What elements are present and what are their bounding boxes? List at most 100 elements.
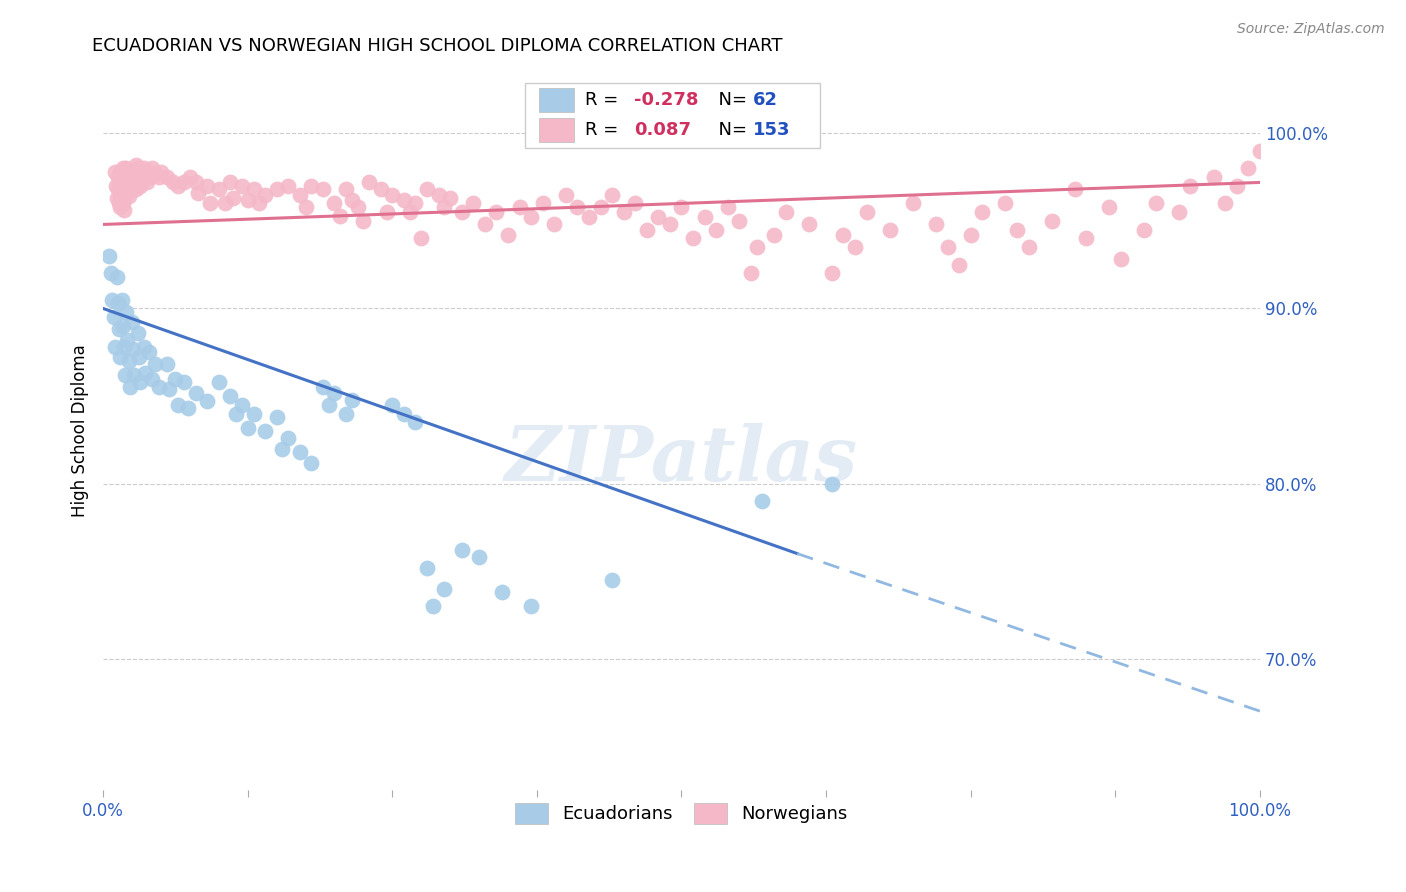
FancyBboxPatch shape xyxy=(526,83,820,147)
Point xyxy=(114,170,136,185)
Point xyxy=(578,211,600,225)
Point xyxy=(554,187,576,202)
Point xyxy=(198,196,221,211)
Point xyxy=(404,196,426,211)
Point xyxy=(136,176,159,190)
Point xyxy=(138,170,160,185)
Point xyxy=(600,573,623,587)
Point xyxy=(1063,182,1085,196)
Point xyxy=(107,296,129,310)
Point xyxy=(120,180,142,194)
Point xyxy=(277,178,299,193)
Point xyxy=(114,180,136,194)
Point xyxy=(959,227,981,242)
Point xyxy=(115,305,138,319)
Point xyxy=(1144,196,1167,211)
Point xyxy=(427,187,450,202)
Point xyxy=(179,170,201,185)
Point xyxy=(416,182,439,196)
Point xyxy=(1098,200,1121,214)
Point xyxy=(156,170,179,185)
Point xyxy=(122,176,145,190)
Text: N=: N= xyxy=(707,121,747,139)
Point xyxy=(439,191,461,205)
Point xyxy=(143,167,166,181)
Point xyxy=(120,170,142,185)
Point xyxy=(312,182,335,196)
Point xyxy=(1226,178,1249,193)
Point xyxy=(1213,196,1236,211)
Point xyxy=(112,191,135,205)
Point xyxy=(392,193,415,207)
Point xyxy=(613,205,636,219)
Point xyxy=(141,371,163,385)
Point xyxy=(450,543,472,558)
Point xyxy=(208,182,231,196)
Point xyxy=(288,445,311,459)
Point xyxy=(236,193,259,207)
Point xyxy=(624,196,647,211)
Point xyxy=(111,182,134,196)
Point xyxy=(329,209,352,223)
Point xyxy=(111,318,134,333)
Point xyxy=(221,191,243,205)
FancyBboxPatch shape xyxy=(540,88,574,112)
Point xyxy=(176,401,198,416)
Legend: Ecuadorians, Norwegians: Ecuadorians, Norwegians xyxy=(505,792,859,835)
Point xyxy=(468,550,491,565)
Point xyxy=(129,178,152,193)
Point xyxy=(745,240,768,254)
Point xyxy=(173,375,195,389)
Point xyxy=(288,187,311,202)
Text: 153: 153 xyxy=(754,121,790,139)
Point xyxy=(112,340,135,354)
Point xyxy=(110,176,132,190)
Point xyxy=(112,178,135,193)
Point xyxy=(925,218,948,232)
Point xyxy=(994,196,1017,211)
Point xyxy=(134,366,156,380)
Point xyxy=(108,196,131,211)
Point xyxy=(775,205,797,219)
Point xyxy=(318,398,340,412)
Point xyxy=(543,218,565,232)
Point xyxy=(1133,223,1156,237)
Point xyxy=(167,398,190,412)
Point xyxy=(127,174,149,188)
Point xyxy=(108,322,131,336)
Point xyxy=(149,165,172,179)
Point xyxy=(117,354,139,368)
Point xyxy=(832,227,855,242)
Point xyxy=(143,358,166,372)
Point xyxy=(231,178,253,193)
Point xyxy=(1005,223,1028,237)
Point xyxy=(404,415,426,429)
Point xyxy=(124,158,146,172)
Point xyxy=(520,599,543,613)
Point xyxy=(948,258,970,272)
Point xyxy=(132,340,155,354)
Point xyxy=(247,196,270,211)
Point xyxy=(157,382,180,396)
Point xyxy=(463,196,485,211)
Point xyxy=(162,176,184,190)
Point xyxy=(1249,144,1271,158)
Point xyxy=(411,231,433,245)
Point xyxy=(118,380,141,394)
Point xyxy=(104,340,127,354)
Point xyxy=(214,196,236,211)
Point xyxy=(187,186,209,200)
Point xyxy=(936,240,959,254)
Point xyxy=(114,368,136,382)
Point xyxy=(636,223,658,237)
Point xyxy=(600,187,623,202)
Point xyxy=(647,211,669,225)
Text: ZIPatlas: ZIPatlas xyxy=(505,423,858,497)
Point xyxy=(236,420,259,434)
Point xyxy=(167,178,190,193)
Point xyxy=(112,203,135,218)
Point xyxy=(100,267,122,281)
Point xyxy=(359,176,381,190)
Point xyxy=(111,184,134,198)
Point xyxy=(254,424,277,438)
